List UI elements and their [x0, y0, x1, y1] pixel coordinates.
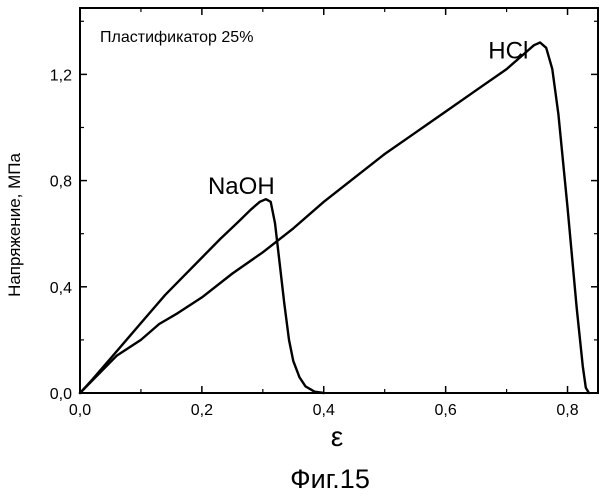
- series-label-hcl: HCl: [488, 37, 528, 64]
- y-tick-label: 1,2: [50, 67, 72, 84]
- x-tick-label: 0,2: [191, 402, 213, 419]
- y-tick-label: 0,0: [50, 386, 72, 403]
- x-tick-label: 0,8: [556, 402, 578, 419]
- series-lines: [80, 43, 589, 394]
- series-label-naoh: NaOH: [208, 173, 275, 200]
- series-line-hcl: [80, 43, 589, 394]
- plot-frame: [80, 8, 598, 393]
- y-tick-label: 0,8: [50, 174, 72, 191]
- series-labels: NaOH HCl: [208, 37, 528, 199]
- x-axis-title: ε: [331, 421, 343, 452]
- figure-caption: Фиг.15: [290, 464, 370, 494]
- x-tick-label: 0,0: [69, 402, 91, 419]
- x-tick-label: 0,4: [313, 402, 335, 419]
- y-axis-title: Напряжение, МПа: [5, 153, 24, 297]
- plot-border: [80, 8, 598, 393]
- x-axis-ticks: 0,0 0,2 0,4 0,6 0,8: [69, 8, 579, 419]
- x-tick-label: 0,6: [435, 402, 457, 419]
- y-tick-label: 0,4: [50, 280, 72, 297]
- plasticizer-annotation: Пластификатор 25%: [100, 29, 253, 46]
